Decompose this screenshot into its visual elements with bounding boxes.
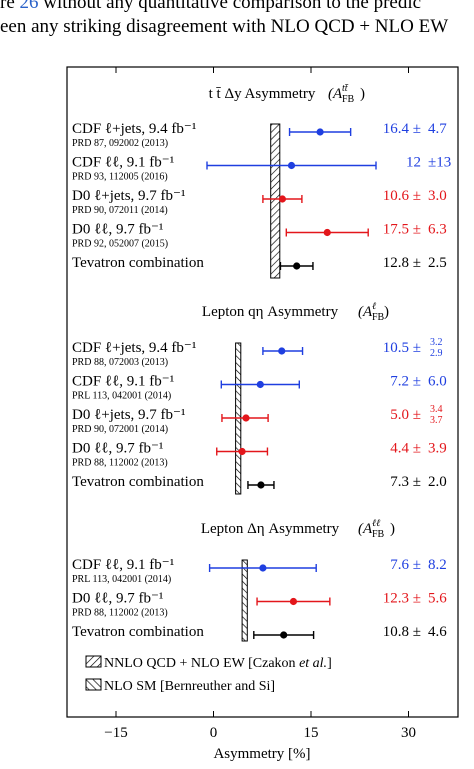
data-point [256,380,264,389]
data-point [278,195,286,203]
panel-title: Lepton Δη Asymmetry [201,521,340,537]
error-label-down: 3.7 [430,415,443,426]
value-label: 7.3 ± [390,474,421,490]
measurement-reference: PRL 113, 042001 (2014) [72,574,171,585]
legend-label: NNLO QCD + NLO EW [Czakon et al.] [104,656,332,671]
panel-title-symbol-sup: ℓ [372,301,376,312]
panel-title-symbol: (A [328,86,343,102]
value-label: 10.6 ± [383,188,421,204]
measurement-reference: PRD 93, 112005 (2016) [72,172,168,183]
measurement-label: CDF ℓℓ, 9.1 fb⁻¹ [72,374,174,390]
value-label: 4.4 ± [390,441,421,457]
data-point [278,347,286,355]
measurement-reference: PRL 113, 042001 (2014) [72,391,171,402]
value-label: 10.5 ± [383,340,421,356]
measurement-label: CDF ℓℓ, 9.1 fb⁻¹ [72,557,174,573]
prediction-band [241,559,248,642]
panel-title: t t̄ Δy Asymmetry [209,86,316,102]
data-point [259,564,267,572]
data-point [242,414,250,422]
legend-label: NLO SM [Bernreuther and Si] [104,679,275,694]
caption-text-before: re [0,0,20,13]
measurement-reference: PRD 90, 072011 (2014) [72,205,168,216]
data-point [280,631,288,639]
caption-text-after: without any quantitative comparison to t… [38,0,422,13]
data-point [293,262,301,270]
measurement-label: CDF ℓ+jets, 9.4 fb⁻¹ [72,121,196,137]
data-point [289,597,298,606]
value-label: 12.3 ± [383,591,421,607]
measurement-reference: PRD 92, 052007 (2015) [72,239,168,250]
measurement-label: D0 ℓℓ, 9.7 fb⁻¹ [72,441,163,457]
value-label: 12 [406,155,421,171]
panel-title-symbol: (A [358,521,373,537]
error-label: ±13 [428,155,451,171]
measurement-label: D0 ℓℓ, 9.7 fb⁻¹ [72,222,163,238]
panel-title-symbol-sup: tt̄ [342,83,349,94]
legend-swatch [85,655,102,668]
value-label: 12.8 ± [383,255,421,271]
measurement-label: D0 ℓ+jets, 9.7 fb⁻¹ [72,407,185,423]
error-label: 3.0 [428,188,447,204]
error-label: 4.7 [428,121,447,137]
value-label: 16.4 ± [383,121,421,137]
measurement-reference: PRD 88, 112002 (2013) [72,458,168,469]
caption-line-1: re 26 without any quantitative compariso… [0,0,474,15]
measurement-label: CDF ℓℓ, 9.1 fb⁻¹ [72,155,174,171]
panel-title-symbol-sub: FB [342,94,355,105]
panel-title: Lepton qη Asymmetry [202,304,339,320]
figure-reference-link[interactable]: 26 [19,0,39,13]
value-label: 5.0 ± [390,407,421,423]
error-label: 5.6 [428,591,447,607]
value-label: 17.5 ± [383,222,421,238]
x-tick-label: 15 [304,725,319,741]
value-label: 10.8 ± [383,624,421,640]
caption-line-2: een any striking disagreement with NLO Q… [0,15,474,39]
panel-title-symbol-close: ) [390,521,395,537]
measurement-reference: PRD 90, 072001 (2014) [72,424,168,435]
error-label: 6.3 [428,222,447,238]
data-point [323,228,331,237]
plot-frame [66,66,459,718]
measurement-label: D0 ℓ+jets, 9.7 fb⁻¹ [72,188,185,204]
data-point [287,161,296,170]
measurement-label: D0 ℓℓ, 9.7 fb⁻¹ [72,591,163,607]
prediction-band [270,123,281,279]
panel-title-symbol-sub: FB [372,529,385,540]
measurement-label: CDF ℓ+jets, 9.4 fb⁻¹ [72,340,196,356]
error-label: 6.0 [428,374,447,390]
legend-swatch [85,678,102,691]
data-point [257,481,265,489]
measurement-label: Tevatron combination [72,255,204,271]
data-point [316,128,324,136]
measurement-label: Tevatron combination [72,624,204,640]
measurement-label: Tevatron combination [72,474,204,490]
data-point [238,447,246,456]
error-label: 4.6 [428,624,447,640]
error-label-up: 3.4 [430,404,443,415]
error-label: 2.0 [428,474,447,490]
measurement-reference: PRD 87, 092002 (2013) [72,138,168,149]
panel-title-symbol-close: ) [360,86,365,102]
error-label-up: 3.2 [430,337,443,348]
value-label: 7.2 ± [390,374,421,390]
panel-title-symbol: (A [358,304,373,320]
measurement-reference: PRD 88, 072003 (2013) [72,357,168,368]
x-axis-label: Asymmetry [%] [213,746,310,762]
panel-title-symbol-close: ) [384,304,389,320]
x-tick-label: −15 [104,725,127,741]
panel-title-symbol-sub: FB [372,312,385,323]
measurement-reference: PRD 88, 112002 (2013) [72,608,168,619]
x-tick-label: 30 [401,725,416,741]
panel-title-symbol-sup: ℓℓ [372,518,380,529]
x-tick-label: 0 [210,725,218,741]
error-label: 8.2 [428,557,447,573]
error-label: 2.5 [428,255,447,271]
caption-text-2: een any striking disagreement with NLO Q… [0,16,449,37]
error-label-down: 2.9 [430,348,443,359]
error-label: 3.9 [428,441,447,457]
value-label: 7.6 ± [390,557,421,573]
